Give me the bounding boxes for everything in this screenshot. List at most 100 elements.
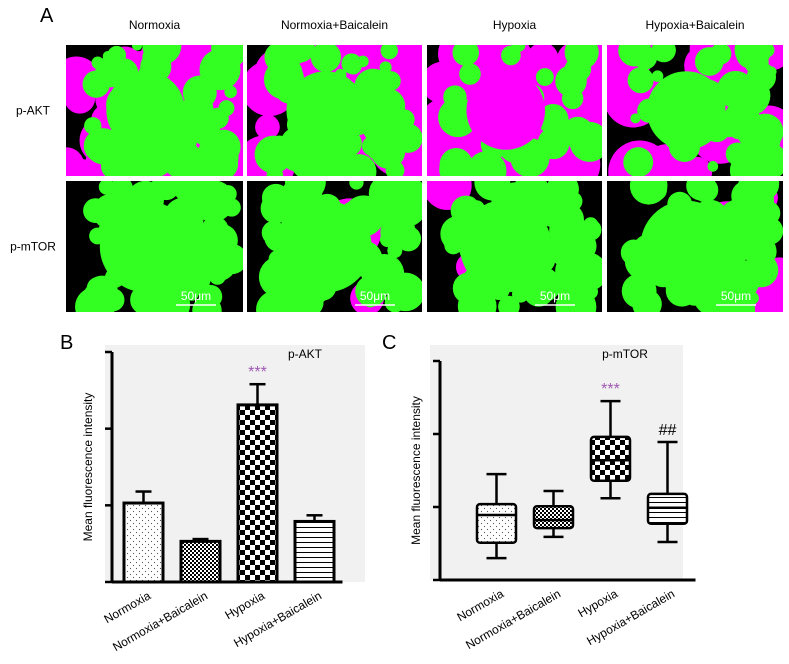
bar [179,539,222,584]
stain [459,63,481,85]
stain [452,45,479,66]
micrograph-content [66,45,243,176]
stain [142,48,160,66]
micrograph: 50μm [427,181,602,312]
stain [722,198,758,234]
stain [746,291,759,305]
stain [399,156,422,176]
bar [122,501,165,584]
stain [107,45,127,65]
stain [439,154,471,176]
stain [630,113,641,124]
stain [535,68,554,86]
annotation: *** [248,364,267,381]
stain [459,200,552,293]
stain [730,260,748,278]
stain [381,71,401,91]
stain [646,181,667,201]
stain [365,268,378,280]
stain [621,273,657,309]
panel-label: A [40,5,54,27]
stain [99,200,192,293]
bar [293,519,336,584]
stain [95,57,125,88]
stain [721,275,746,300]
stain [530,184,564,218]
stain [365,134,392,161]
stain [379,231,396,248]
stain [222,198,241,217]
column-label: Hypoxia [493,18,537,32]
micrograph: 50μm [247,181,422,312]
box [589,435,632,482]
stain [261,220,286,245]
scale-bar-label: 50μm [181,289,211,303]
stain [745,140,779,174]
stain [86,275,118,307]
stain [640,200,733,293]
stain [179,152,215,176]
stain [548,228,587,268]
stain [150,181,176,200]
stain [728,120,748,140]
stain [651,45,676,63]
stain [501,45,521,66]
stain [651,70,664,82]
stain [526,45,559,75]
stain [384,291,406,312]
stain [707,161,719,172]
stain [561,87,584,110]
stain [143,296,168,312]
column-label: Hypoxia+Baicalein [645,18,744,32]
x-tick-label: Hypoxia [575,586,620,620]
scale-bar-label: 50μm [721,289,751,303]
row-label: p-AKT [16,104,51,118]
stain [627,67,654,94]
column-label: Normoxia+Baicalein [281,18,388,32]
stain [268,202,286,221]
stain [686,181,716,201]
plot-background [430,345,683,580]
stain [395,225,422,252]
stain [569,121,602,162]
stain [744,50,769,75]
micrograph [247,45,422,176]
stain [344,57,362,75]
micrograph: 50μm [607,181,783,312]
micrograph [607,45,783,176]
stain [510,138,550,176]
micrograph-content [427,181,602,312]
stain [182,75,217,110]
row-label: p-mTOR [10,240,56,254]
stain [192,295,222,312]
stain [443,85,467,109]
stain [100,153,128,176]
stain [379,61,392,74]
stain [98,181,115,195]
stain [278,59,303,84]
stain [224,85,237,99]
stain [623,147,654,176]
micrograph-content [66,181,243,312]
stain [183,234,225,277]
stain [282,45,308,65]
box [532,505,575,530]
scale-bar-label: 50μm [540,289,570,303]
stain [755,217,783,245]
column-label: Normoxia [129,18,181,32]
stain [355,284,370,299]
y-axis-label: Mean fluorescence intensity [81,393,95,542]
micrograph [66,45,243,176]
stain [574,277,591,294]
bar [236,403,279,584]
stain [218,100,235,117]
stain [387,127,402,142]
chart-title: p-AKT [288,347,323,361]
micrograph-content [607,181,783,312]
x-tick-label: Normoxia+Baicalein [110,588,210,654]
stain [760,45,775,58]
stain [560,292,584,312]
box [475,502,518,545]
micrograph-content [247,45,422,176]
